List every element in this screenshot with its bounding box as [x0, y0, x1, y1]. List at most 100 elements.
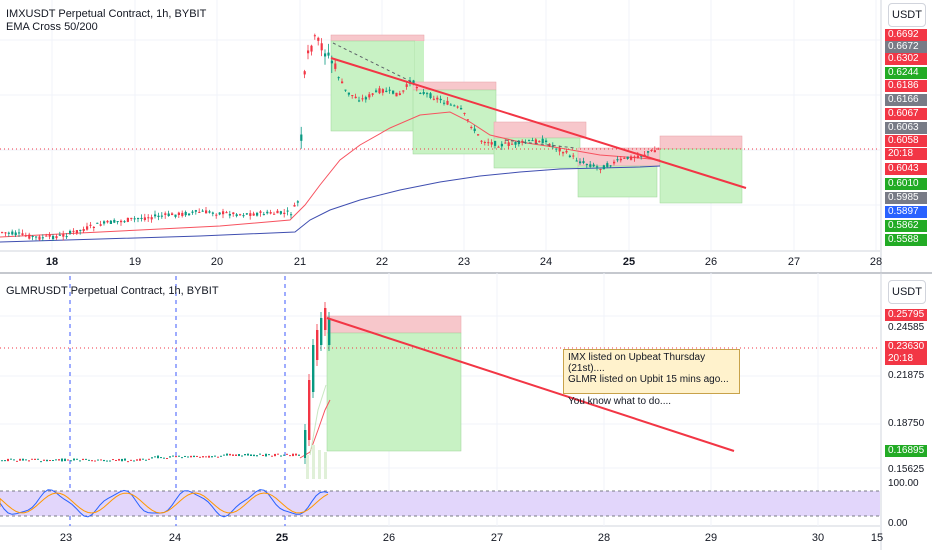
top-x-tick: 27: [787, 256, 801, 268]
top-candle-body: [477, 134, 480, 136]
top-candle-body: [55, 236, 58, 239]
top-candle-body: [194, 210, 197, 212]
bottom-candle-body: [166, 458, 168, 460]
top-x-tick: 19: [128, 256, 142, 268]
bottom-candle-body: [67, 459, 69, 461]
top-candle-body: [514, 141, 517, 145]
top-candle-body: [473, 128, 476, 132]
bottom-candle-body: [181, 457, 183, 459]
bottom-candle-body: [196, 455, 198, 457]
bottom-candle-body: [70, 460, 72, 462]
bottom-price-label: 0.25795: [885, 309, 927, 321]
top-position-boxes[interactable]: [330, 34, 743, 204]
top-candle-body: [398, 93, 401, 96]
top-candle-body: [72, 230, 75, 232]
bottom-candle-body: [238, 454, 240, 457]
top-candle-body: [225, 212, 228, 214]
top-candle-body: [623, 157, 626, 159]
bottom-x-tick: 28: [597, 532, 611, 544]
bottom-candle-body: [241, 455, 243, 457]
top-candle-body: [419, 93, 422, 95]
top-candle-body: [143, 217, 146, 220]
top-candle-body: [602, 165, 605, 170]
top-candle-body: [613, 161, 616, 164]
top-price-label: 0.6692: [885, 29, 927, 41]
bottom-currency-button[interactable]: USDT: [888, 280, 926, 304]
top-candle-body: [609, 165, 612, 167]
bottom-candle-body: [10, 458, 12, 460]
top-candle-body: [541, 138, 544, 144]
bottom-candle-body: [34, 458, 36, 460]
top-candle-body: [89, 224, 92, 226]
top-candle-body: [480, 140, 483, 142]
top-candle-body: [310, 45, 313, 52]
top-candle-body: [599, 168, 602, 170]
bottom-candle-body: [148, 458, 150, 460]
top-currency-button[interactable]: USDT: [888, 3, 926, 27]
bottom-price-label: 20:18: [885, 353, 927, 365]
top-candle-body: [650, 149, 653, 151]
top-candle-body: [1, 232, 4, 234]
annotation-note[interactable]: IMX listed on Upbeat Thursday (21st)....…: [563, 349, 740, 407]
top-indicator-label[interactable]: EMA Cross 50/200: [6, 21, 98, 33]
top-candle-body: [653, 150, 656, 153]
top-candle-body: [558, 148, 561, 152]
top-candle-body: [347, 92, 350, 95]
bottom-candle-body: [109, 460, 111, 462]
bottom-chart-title[interactable]: GLMRUSDT Perpetual Contract, 1h, BYBIT: [6, 285, 219, 297]
top-candle-body: [555, 148, 558, 150]
top-candle-body: [232, 212, 235, 215]
top-downtrend-line[interactable]: [330, 57, 747, 189]
top-candle-body: [300, 134, 303, 141]
top-candle-body: [579, 161, 582, 164]
top-price-label: 0.6672: [885, 41, 927, 53]
bottom-candle-body: [172, 455, 174, 457]
top-candle-body: [113, 219, 116, 223]
top-x-tick: 22: [375, 256, 389, 268]
top-candle-body: [449, 104, 452, 106]
top-candle-body: [269, 212, 272, 214]
bottom-candle-body: [22, 458, 24, 461]
top-candle-body: [633, 156, 636, 158]
bottom-candle-body: [274, 453, 276, 457]
ema-50-line: [0, 111, 661, 238]
bottom-candle-body: [256, 455, 258, 457]
bottom-candle-body: [55, 459, 57, 461]
top-candle-body: [262, 214, 265, 216]
short-position-reward-4: [577, 165, 658, 198]
top-candle-body: [463, 112, 466, 114]
top-candle-body: [86, 226, 89, 230]
top-price-label: 0.6043: [885, 163, 927, 175]
top-candle-body: [507, 142, 510, 146]
top-chart-title[interactable]: IMXUSDT Perpetual Contract, 1h, BYBIT: [6, 8, 207, 20]
bottom-candle-body: [127, 461, 129, 463]
top-price-label: 0.5985: [885, 192, 927, 204]
top-candle-body: [589, 164, 592, 167]
top-candle-body: [307, 50, 310, 54]
top-candle-body: [235, 214, 238, 217]
top-candle-body: [35, 236, 38, 238]
bottom-downtrend-line[interactable]: [326, 317, 735, 452]
top-candle-body: [150, 217, 153, 220]
bottom-price-label: 0.16895: [885, 445, 927, 457]
top-candle-body: [167, 213, 170, 217]
top-candle-body: [337, 77, 340, 79]
top-dashed-trend[interactable]: [332, 42, 413, 83]
top-candle-body: [7, 232, 10, 234]
top-price-label: 0.5588: [885, 234, 927, 246]
bottom-candle-body: [142, 458, 144, 460]
bottom-candle-body: [46, 459, 48, 462]
top-candle-body: [245, 213, 248, 215]
short-position-reward-1b: [415, 41, 424, 89]
bottom-candle-body: [187, 456, 189, 458]
top-candle-body: [198, 211, 201, 213]
bottom-candle-body: [52, 460, 54, 462]
bottom-x-tick: 27: [490, 532, 504, 544]
bottom-candle-body: [304, 430, 307, 458]
top-candle-body: [218, 212, 221, 215]
bottom-candle-body: [214, 455, 216, 457]
bottom-candle-body: [208, 455, 210, 458]
bottom-position-box[interactable]: [326, 315, 462, 452]
short-position-reward-2: [412, 89, 497, 155]
